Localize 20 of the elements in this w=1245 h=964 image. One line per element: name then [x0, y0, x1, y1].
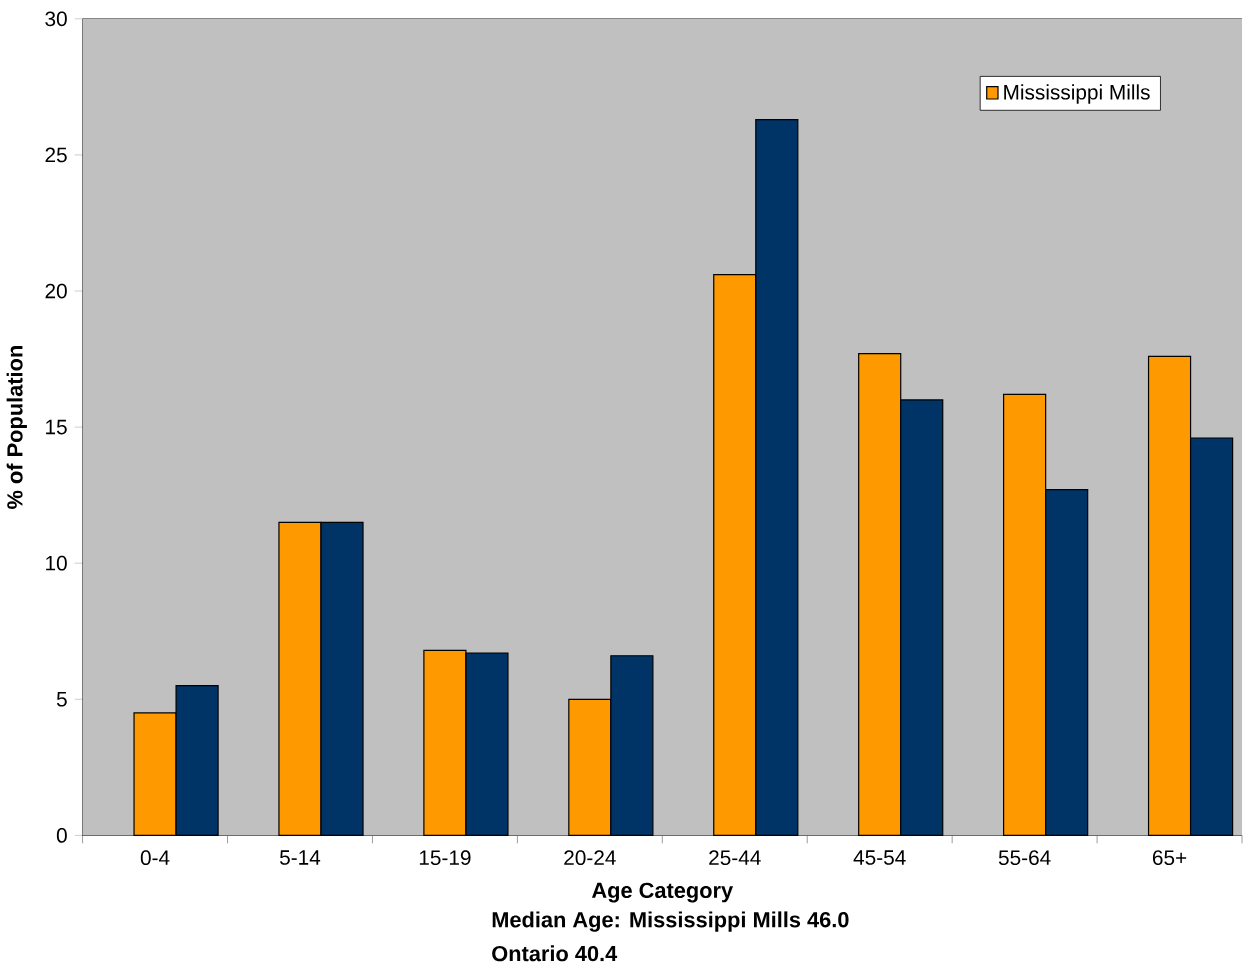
x-tick-label: 65+	[1152, 850, 1187, 865]
x-tick-label: 0-4	[140, 850, 170, 865]
y-tick-label: 0	[56, 827, 67, 843]
y-tick-label: 15	[46, 419, 67, 435]
text: Median Age: Mississippi Mills 46.0	[492, 911, 849, 932]
y-axis-title: % of Population	[6, 346, 27, 509]
x-tick-label: 15-19	[419, 850, 471, 865]
x-tick-label: 55-64	[998, 850, 1051, 865]
y-tick-label: 25	[45, 147, 67, 163]
text: Ontario 40.4	[492, 945, 618, 962]
x-tick-label: 45-54	[853, 850, 906, 865]
y-tick-label: 30	[45, 11, 67, 27]
x-axis-title: Age Category	[591, 882, 734, 903]
x-tick-label: 5-14	[279, 850, 321, 865]
x-tick-label: 25-44	[709, 850, 761, 865]
x-tick-label: 20-24	[564, 850, 616, 865]
legend-label: Mississippi Mills	[1004, 84, 1150, 104]
y-tick-label: 20	[45, 283, 67, 299]
y-tick-label: 5	[56, 691, 67, 707]
y-tick-label: 10	[46, 555, 67, 571]
